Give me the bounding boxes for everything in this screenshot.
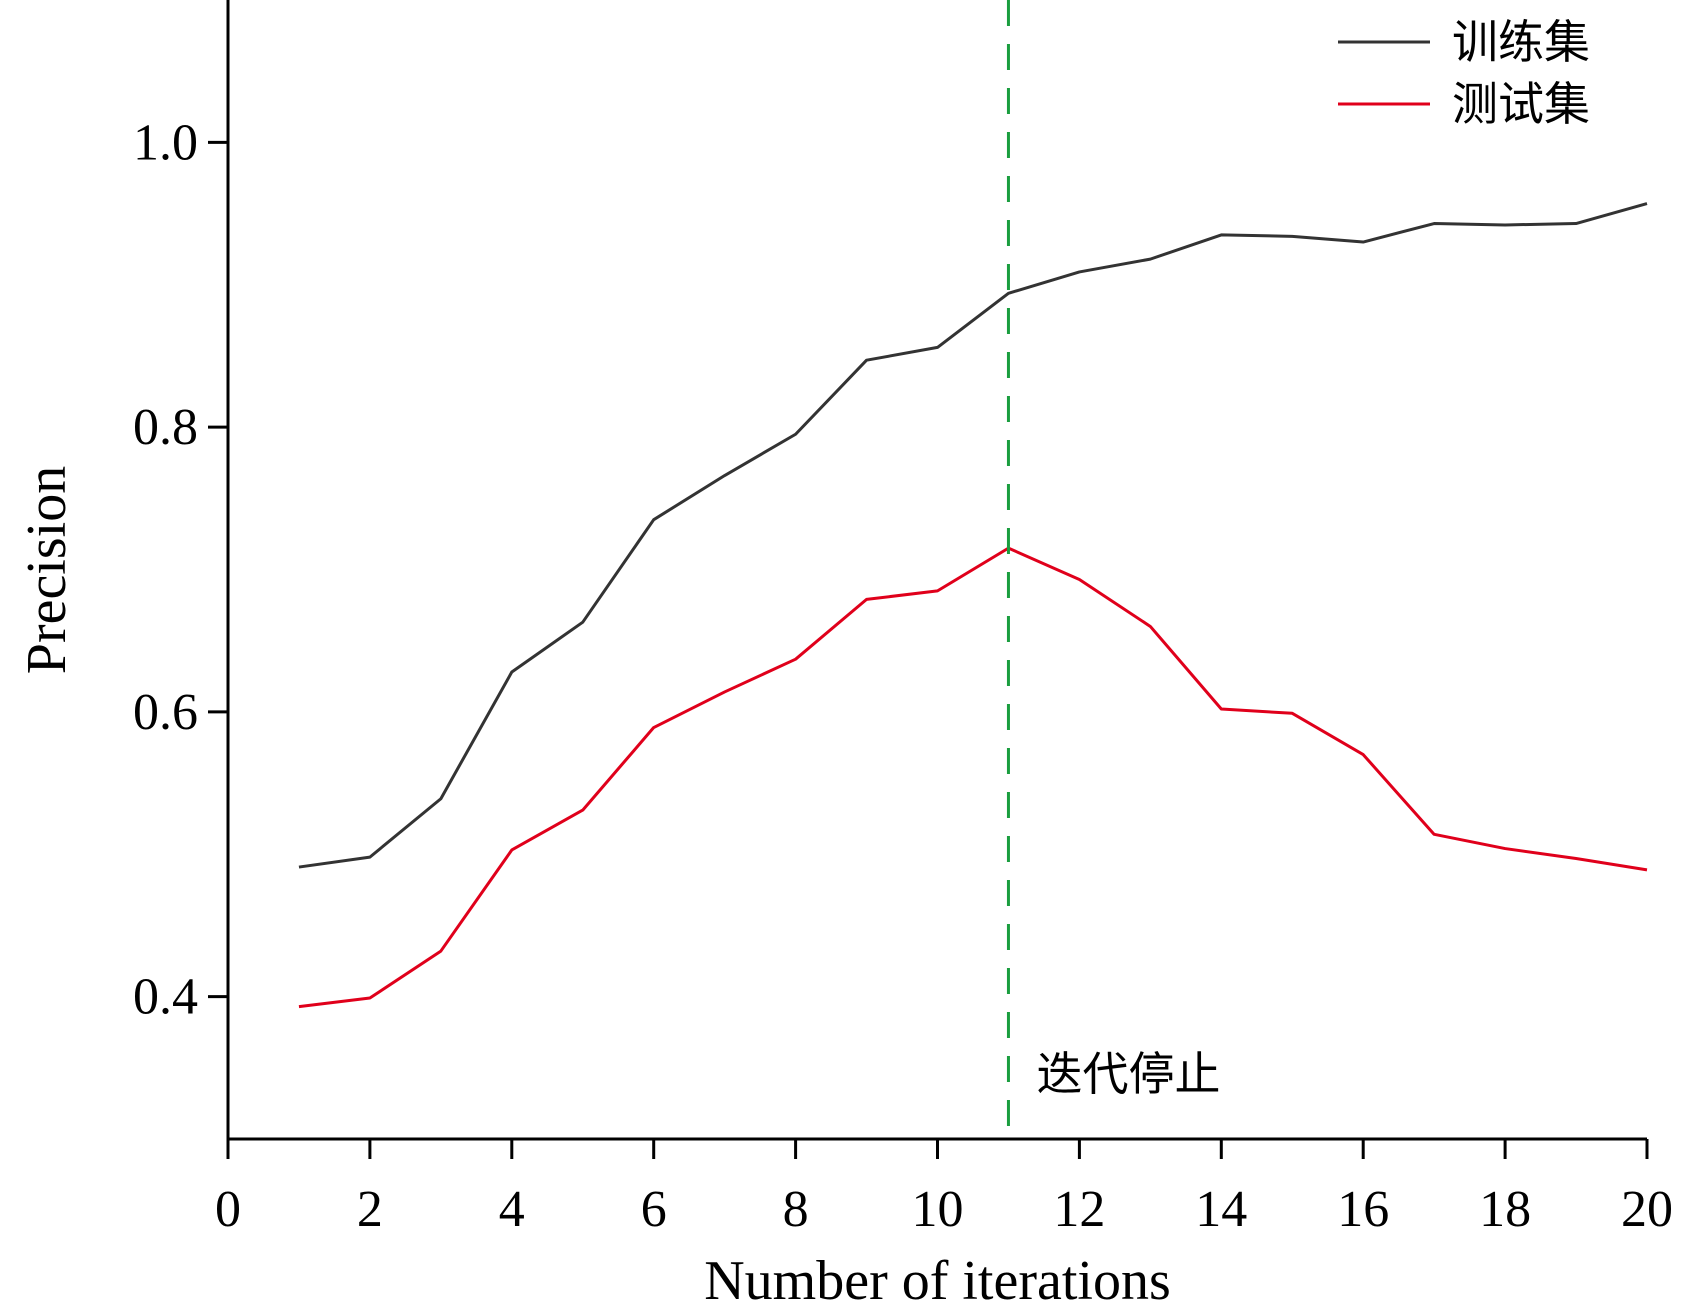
x-tick-label: 20 bbox=[1621, 1181, 1673, 1238]
x-tick-label: 2 bbox=[357, 1181, 383, 1238]
x-tick-label: 12 bbox=[1053, 1181, 1105, 1238]
y-tick-label: 0.4 bbox=[133, 969, 198, 1026]
y-tick-label: 0.6 bbox=[133, 684, 198, 741]
series-layer bbox=[298, 202, 1648, 1009]
y-tick-label: 0.8 bbox=[133, 399, 198, 456]
x-tick-label: 10 bbox=[912, 1181, 964, 1238]
y-tick-label: 1.0 bbox=[133, 114, 198, 171]
x-tick-label: 4 bbox=[499, 1181, 525, 1238]
y-ticks: 0.4 0.6 0.8 1.0 bbox=[133, 114, 228, 1026]
series-line-0 bbox=[298, 202, 1648, 869]
x-tick-label: 8 bbox=[783, 1181, 809, 1238]
stop-marker-label: 迭代停止 bbox=[1036, 1047, 1220, 1101]
y-axis-title: Precision bbox=[16, 466, 78, 674]
annotation-layer: 迭代停止 bbox=[1006, 0, 1220, 1139]
x-tick-label: 16 bbox=[1337, 1181, 1389, 1238]
legend-label: 测试集 bbox=[1452, 77, 1590, 131]
legend-label: 训练集 bbox=[1452, 15, 1590, 69]
x-tick-label: 14 bbox=[1195, 1181, 1247, 1238]
axes bbox=[226, 0, 1647, 1141]
series-line-1 bbox=[298, 546, 1648, 1009]
x-axis-title: Number of iterations bbox=[704, 1250, 1171, 1312]
x-tick-label: 6 bbox=[641, 1181, 667, 1238]
x-ticks: 0 2 4 6 8 10 12 14 16 18 20 bbox=[215, 1139, 1673, 1238]
x-tick-label: 0 bbox=[215, 1181, 241, 1238]
x-tick-label: 18 bbox=[1479, 1181, 1531, 1238]
